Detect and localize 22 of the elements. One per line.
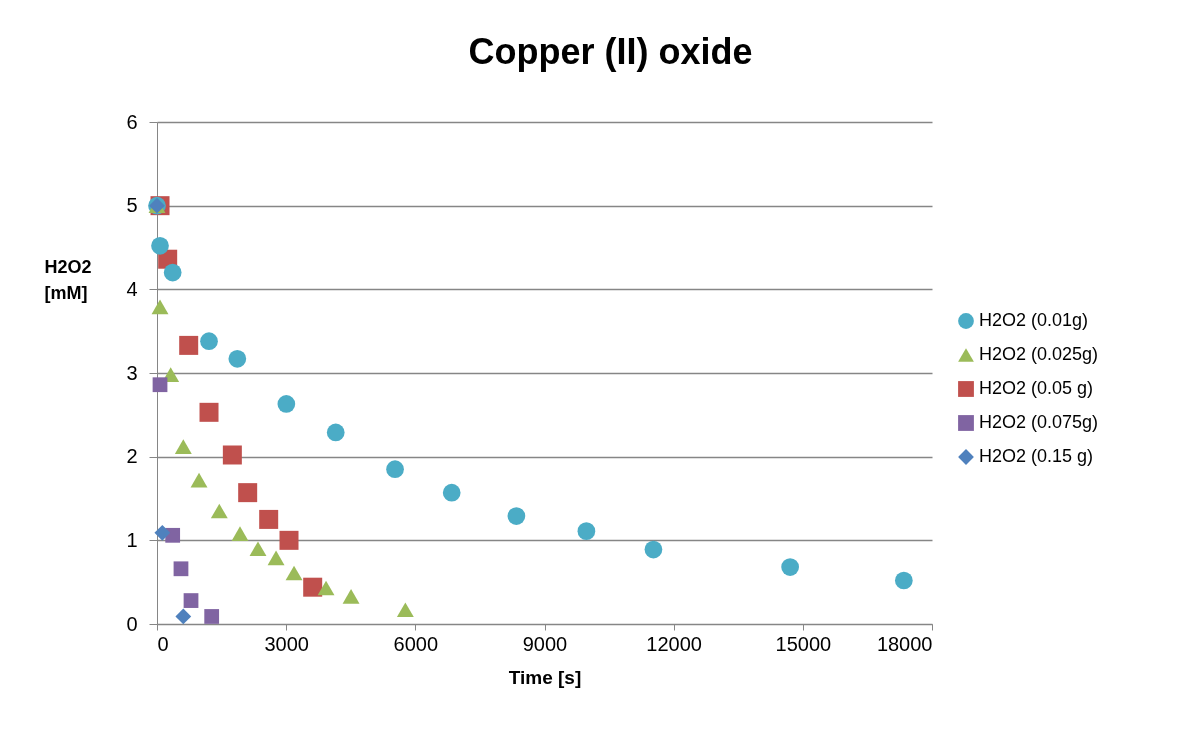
- x-tick-label: 3000: [264, 632, 309, 655]
- x-axis-title: Time [s]: [508, 666, 582, 688]
- legend-label: H2O2 (0.075g): [979, 412, 1099, 432]
- x-tick-label: 18000: [876, 632, 933, 655]
- y-tick-label: 2: [126, 445, 138, 468]
- x-tick-label: 15000: [775, 632, 832, 655]
- x-tick-label: 9000: [522, 632, 568, 655]
- y-tick-label: 1: [126, 528, 138, 551]
- legend-label: H2O2 (0.01g): [979, 310, 1089, 330]
- y-tick-label: 6: [126, 110, 138, 133]
- legend-label: H2O2 (0.05 g): [979, 378, 1094, 398]
- chart-title: Copper (II) oxide: [468, 31, 753, 72]
- y-tick-label: 3: [126, 361, 138, 384]
- x-tick-label: 6000: [393, 632, 439, 655]
- legend-label: H2O2 (0.15 g): [979, 446, 1094, 466]
- legend-label: H2O2 (0.025g): [979, 344, 1099, 364]
- y-tick-label: 5: [126, 194, 138, 217]
- y-tick-label: 4: [126, 277, 138, 300]
- y-tick-label: 0: [126, 612, 138, 635]
- x-tick-label: 12000: [646, 632, 702, 655]
- x-tick-label: 0: [157, 632, 169, 655]
- y-axis-title: H2O2 [mM]: [44, 256, 92, 303]
